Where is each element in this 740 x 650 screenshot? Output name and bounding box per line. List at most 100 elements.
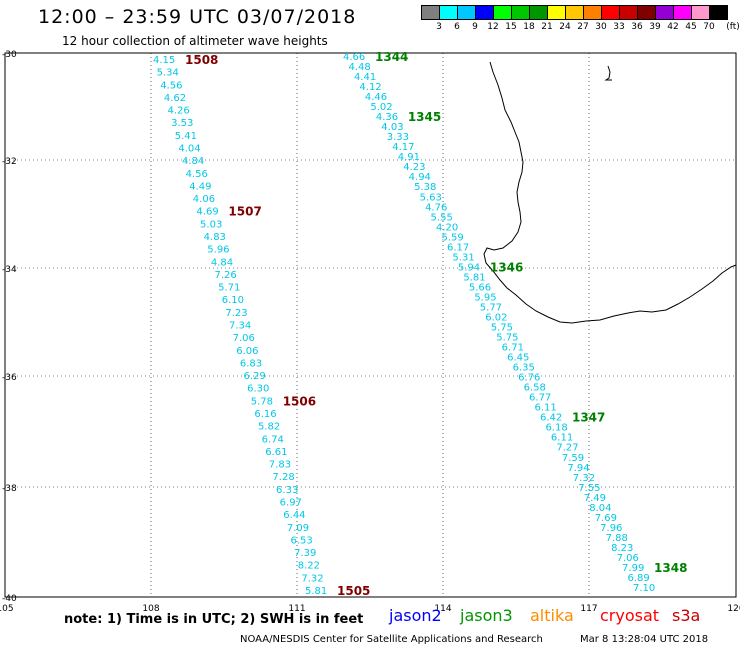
lon-tick-label: 108 bbox=[142, 604, 159, 614]
colorbar-label: 33 bbox=[613, 22, 625, 32]
wave-height-value: 5.75 bbox=[496, 333, 518, 344]
colorbar-label: 12 bbox=[487, 22, 499, 32]
colorbar-label: 21 bbox=[541, 22, 553, 32]
wave-height-value: 7.23 bbox=[225, 308, 247, 319]
wave-height-value: 6.77 bbox=[529, 393, 551, 404]
legend-jason3: jason3 bbox=[460, 606, 513, 625]
footer-note: note: 1) Time is in UTC; 2) SWH is in fe… bbox=[64, 612, 364, 627]
wave-height-value: 6.45 bbox=[507, 353, 529, 364]
wave-height-value: 7.55 bbox=[578, 483, 600, 494]
lon-tick-label: 114 bbox=[434, 604, 451, 614]
wave-height-value: 7.69 bbox=[595, 513, 617, 524]
wave-height-value: 7.39 bbox=[294, 548, 316, 559]
lon-tick-label: 117 bbox=[580, 604, 597, 614]
wave-height-value: 4.46 bbox=[365, 92, 387, 103]
wave-height-value: 5.63 bbox=[420, 192, 442, 203]
map-frame bbox=[4, 52, 737, 598]
wave-height-value: 4.66 bbox=[343, 52, 365, 63]
wave-height-value: 7.06 bbox=[233, 333, 255, 344]
wave-height-value: 5.78 bbox=[251, 396, 273, 407]
wave-height-value: 7.99 bbox=[622, 563, 644, 574]
track-time-label: 1507 bbox=[228, 205, 261, 219]
wave-height-value: 6.71 bbox=[502, 343, 524, 354]
wave-height-value: 4.49 bbox=[189, 181, 211, 192]
wave-height-value: 5.95 bbox=[474, 292, 496, 303]
wave-height-value: 8.23 bbox=[611, 543, 633, 554]
lon-tick-label: 111 bbox=[288, 604, 305, 614]
track-time-label: 1348 bbox=[654, 561, 687, 575]
track-time-label: 1347 bbox=[572, 411, 605, 425]
lon-tick-label: 105 bbox=[0, 604, 14, 614]
wave-height-value: 4.48 bbox=[348, 62, 370, 73]
wave-height-value: 6.61 bbox=[265, 447, 287, 458]
wave-height-value: 3.33 bbox=[387, 132, 409, 143]
wave-height-value: 6.83 bbox=[240, 358, 262, 369]
wave-height-value: 5.81 bbox=[305, 586, 327, 597]
wave-height-value: 4.06 bbox=[193, 194, 215, 205]
colorbar-label: 45 bbox=[685, 22, 697, 32]
wave-height-value: 4.56 bbox=[160, 80, 182, 91]
wave-height-value: 7.94 bbox=[567, 463, 589, 474]
wave-height-value: 4.20 bbox=[436, 222, 458, 233]
wave-height-value: 4.17 bbox=[392, 142, 414, 153]
wave-height-value: 7.96 bbox=[600, 523, 622, 534]
wave-height-value: 6.89 bbox=[628, 573, 650, 584]
wave-height-value: 6.35 bbox=[513, 363, 535, 374]
wave-height-value: 4.03 bbox=[381, 122, 403, 133]
wave-height-value: 6.33 bbox=[276, 485, 298, 496]
colorbar-label: 70 bbox=[703, 22, 715, 32]
track-time-label: 1346 bbox=[490, 260, 523, 274]
wave-height-value: 7.32 bbox=[573, 473, 595, 484]
wave-height-value: 4.62 bbox=[164, 93, 186, 104]
colorbar-label: 15 bbox=[505, 22, 517, 32]
wave-height-value: 6.42 bbox=[540, 413, 562, 424]
colorbar-label: 39 bbox=[649, 22, 661, 32]
wave-height-value: 6.29 bbox=[243, 371, 265, 382]
track-time-label: 1506 bbox=[283, 394, 316, 408]
wave-height-value: 7.32 bbox=[301, 573, 323, 584]
wave-height-value: 6.44 bbox=[283, 510, 305, 521]
wave-height-value: 5.55 bbox=[431, 212, 453, 223]
colorbar-label: 42 bbox=[667, 22, 679, 32]
lat-tick-label: -30 bbox=[2, 50, 17, 60]
wave-height-value: 6.76 bbox=[518, 373, 540, 384]
track-time-label: 1505 bbox=[337, 584, 370, 598]
wave-height-value: 8.22 bbox=[298, 561, 320, 572]
wave-height-value: 6.10 bbox=[222, 295, 244, 306]
wave-height-value: 5.82 bbox=[258, 422, 280, 433]
track-time-label: 1344 bbox=[375, 50, 408, 64]
wave-height-value: 5.03 bbox=[200, 219, 222, 230]
wave-height-value: 5.02 bbox=[370, 102, 392, 113]
legend-s3a: s3a bbox=[672, 606, 701, 625]
track-time-label: 1345 bbox=[408, 110, 441, 124]
lat-tick-label: -32 bbox=[2, 157, 17, 167]
lat-tick-label: -38 bbox=[2, 484, 17, 494]
wave-height-value: 7.06 bbox=[617, 553, 639, 564]
wave-height-value: 7.27 bbox=[556, 443, 578, 454]
wave-height-value: 4.76 bbox=[425, 202, 447, 213]
wave-height-value: 5.31 bbox=[452, 252, 474, 263]
wave-height-value: 6.74 bbox=[262, 434, 284, 445]
wave-height-value: 6.02 bbox=[485, 312, 507, 323]
wave-height-value: 6.11 bbox=[551, 433, 573, 444]
wave-height-value: 7.26 bbox=[215, 270, 237, 281]
wave-height-value: 4.12 bbox=[359, 82, 381, 93]
colorbar-label: 6 bbox=[454, 22, 460, 32]
wave-height-value: 4.15 bbox=[153, 55, 175, 66]
wave-height-value: 7.10 bbox=[633, 583, 655, 594]
lat-tick-label: -36 bbox=[2, 373, 17, 383]
colorbar-unit: (ft) bbox=[726, 22, 740, 32]
colorbar-cell bbox=[709, 5, 728, 20]
colorbar-label: 18 bbox=[523, 22, 535, 32]
wave-height-value: 7.83 bbox=[269, 460, 291, 471]
coastline bbox=[483, 61, 737, 324]
lat-tick-label: -40 bbox=[2, 594, 17, 604]
wave-height-value: 4.69 bbox=[196, 207, 218, 218]
lon-tick-label: 120 bbox=[727, 604, 740, 614]
wave-height-value: 5.77 bbox=[480, 302, 502, 313]
wave-height-value: 5.71 bbox=[218, 283, 240, 294]
wave-height-value: 6.53 bbox=[291, 535, 313, 546]
track-time-label: 1508 bbox=[185, 53, 218, 67]
wave-height-value: 7.09 bbox=[287, 523, 309, 534]
